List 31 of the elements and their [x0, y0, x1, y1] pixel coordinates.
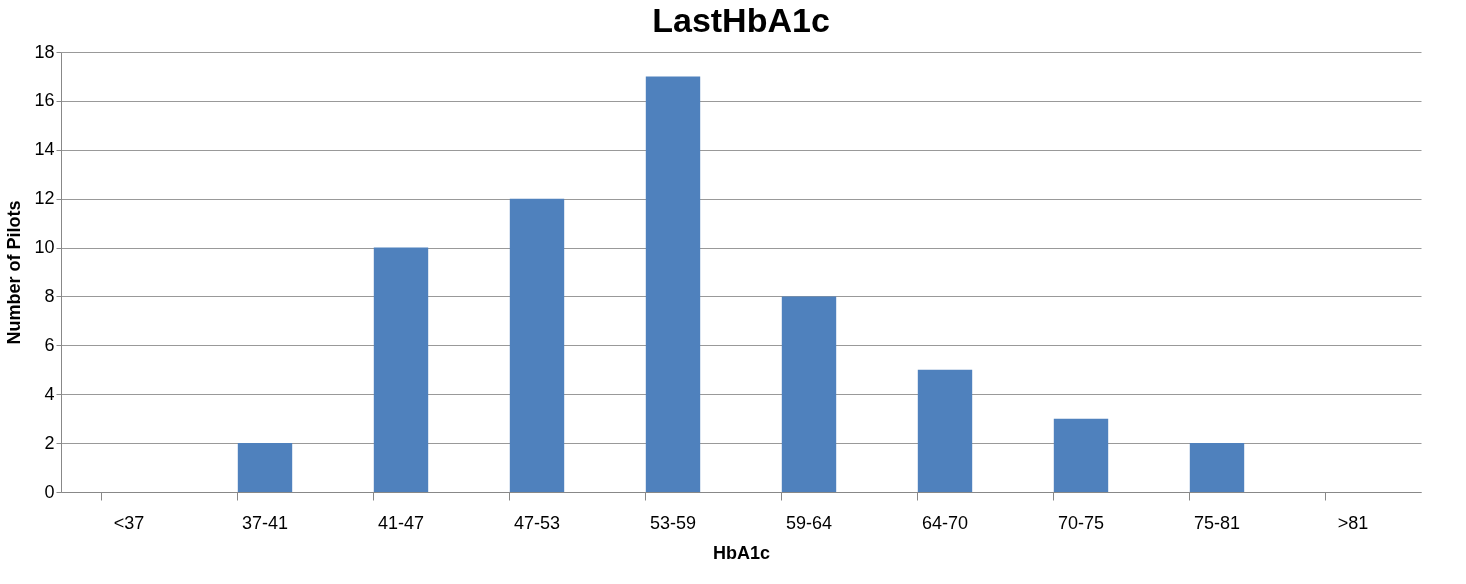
- x-tick-label: 53-59: [649, 512, 697, 533]
- y-axis-title: Number of Pilots: [4, 200, 25, 345]
- x-tick-label: 64-70: [921, 512, 969, 533]
- y-tick-label: 18: [34, 41, 55, 62]
- bar: [373, 247, 429, 492]
- x-tick-label: >81: [1337, 512, 1369, 533]
- x-tick-label: 41-47: [377, 512, 425, 533]
- x-tick-label: <37: [113, 512, 145, 533]
- x-tick-label: 47-53: [513, 512, 561, 533]
- bar: [237, 443, 293, 492]
- y-tick-label: 0: [44, 481, 55, 502]
- x-tick-label: 59-64: [785, 512, 833, 533]
- y-tick-label: 12: [34, 188, 55, 209]
- bar: [1053, 418, 1109, 492]
- x-axis-title: HbA1c: [712, 542, 771, 563]
- y-tick-label: 6: [44, 334, 55, 355]
- y-tick-label: 10: [34, 237, 55, 258]
- y-tick-label: 8: [44, 285, 55, 306]
- bar: [645, 76, 701, 492]
- bar: [509, 198, 565, 492]
- y-tick-label: 14: [34, 139, 55, 160]
- y-tick-label: 2: [44, 432, 55, 453]
- y-tick-label: 4: [44, 383, 55, 404]
- y-tick-label: 16: [34, 90, 55, 111]
- x-tick-label: 70-75: [1057, 512, 1105, 533]
- bar: [781, 296, 837, 492]
- x-tick-label: 75-81: [1193, 512, 1241, 533]
- chart-title: LastHbA1c: [652, 1, 830, 39]
- bar: [917, 369, 973, 492]
- x-tick-label: 37-41: [241, 512, 289, 533]
- bar: [1189, 443, 1245, 492]
